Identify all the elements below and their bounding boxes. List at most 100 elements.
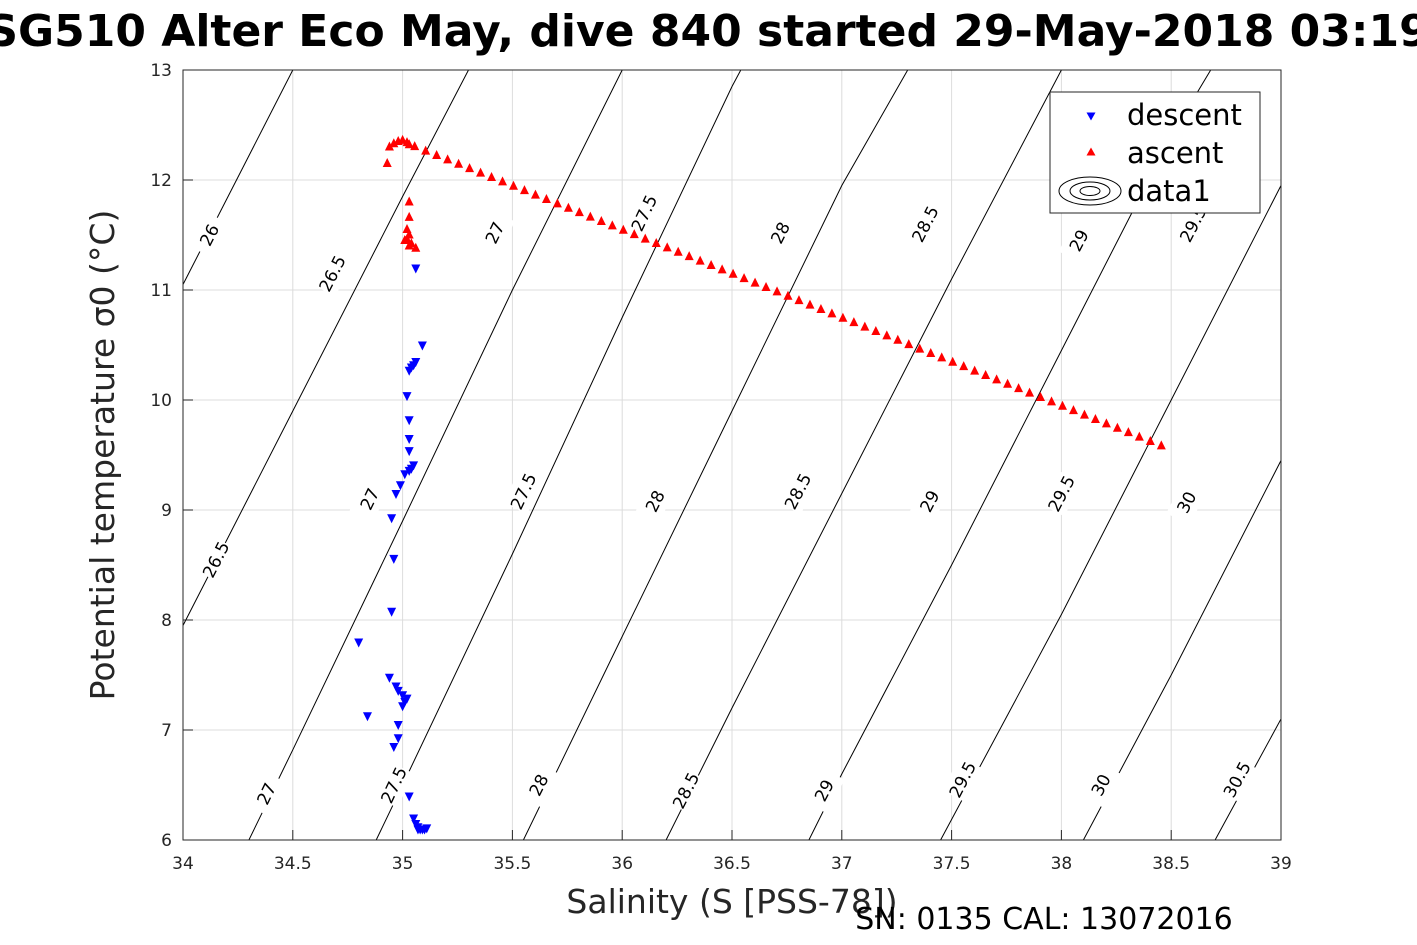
ascent-point [761, 281, 771, 291]
ascent-point [400, 235, 410, 244]
x-tick-label: 35 [392, 854, 414, 874]
ascent-point [1134, 431, 1144, 441]
ascent-point [1156, 440, 1166, 450]
descent-point [402, 392, 412, 402]
descent-point [384, 673, 394, 683]
legend-descent-label: descent [1127, 98, 1242, 132]
ascent-point [1123, 427, 1133, 437]
ascent-point [860, 321, 870, 331]
contour-label-gap [195, 536, 237, 583]
ascent-point [1101, 418, 1111, 428]
serial-calibration-footer: SN: 0135 CAL: 13072016 [855, 902, 1233, 937]
contour-label-gap [189, 212, 230, 258]
ascent-point [552, 198, 562, 208]
contour-label-gap [760, 209, 801, 256]
ascent-point [904, 339, 914, 349]
descent-point [354, 638, 364, 648]
y-tick-label: 11 [150, 281, 172, 301]
contour-line-28 [522, 70, 909, 840]
ascent-point [432, 149, 442, 159]
ascent-point [384, 141, 394, 151]
descent-point [393, 734, 403, 744]
ascent-point [530, 189, 540, 199]
ascent-point [443, 154, 453, 164]
x-axis-label: Salinity (S [PSS-78]) [566, 882, 897, 921]
chart-title: SG510 Alter Eco May, dive 840 started 29… [0, 6, 1417, 57]
x-axis-ticks: 34 34.5 35 35.5 36 36.5 37 37.5 38 38.5 39 [172, 830, 1292, 874]
ascent-point [1090, 413, 1100, 423]
ascent-point [915, 343, 925, 353]
ascent-point [992, 374, 1002, 384]
descent-point [422, 824, 432, 834]
descent-point [389, 743, 399, 752]
ascent-point [728, 268, 738, 278]
ascent-point [695, 255, 705, 265]
ascent-point [382, 158, 392, 167]
legend-contour-label: data1 [1127, 174, 1211, 208]
ascent-point [959, 361, 969, 371]
ascent-point [926, 347, 936, 357]
contour-line-29.5 [940, 185, 1281, 840]
ascent-point [827, 308, 837, 318]
descent-point [404, 447, 414, 457]
ascent-point [970, 365, 980, 375]
ascent-point [893, 334, 903, 344]
descent-point [404, 416, 414, 426]
y-tick-label: 13 [150, 61, 172, 81]
ascent-point [476, 167, 486, 177]
ascent-point [404, 196, 414, 206]
ascent-point [948, 356, 958, 366]
y-tick-label: 9 [161, 501, 172, 521]
descent-point [393, 721, 403, 730]
ascent-point [816, 303, 826, 313]
ascent-point [574, 207, 584, 217]
contour-label-gap [942, 756, 983, 803]
descent-point [409, 814, 419, 824]
ascent-point [794, 295, 804, 305]
contour-label-gap [905, 201, 946, 247]
contour-label-gap [665, 767, 707, 814]
ascent-point [410, 141, 420, 151]
descent-point [404, 792, 414, 802]
x-tick-label: 37.5 [933, 854, 971, 874]
ascent-point [640, 233, 650, 243]
y-tick-label: 12 [150, 171, 172, 191]
legend-contour-icon [1058, 176, 1122, 206]
legend-box [1049, 91, 1261, 214]
contour-label-gap [1058, 217, 1100, 264]
contour-label-gap [246, 771, 287, 817]
contour-label-gap [518, 762, 559, 808]
ascent-point [1025, 387, 1035, 397]
ascent-point [607, 220, 617, 230]
descent-series [354, 264, 432, 835]
contour-label-gap [1041, 470, 1082, 517]
ascent-point [981, 369, 991, 379]
y-tick-label: 6 [161, 831, 172, 851]
descent-point [387, 607, 397, 617]
ascent-point [1112, 422, 1122, 432]
ascent-point [662, 242, 672, 252]
contour-label-gap [503, 468, 544, 515]
contour-label-gap [624, 190, 665, 236]
ascent-point [519, 185, 529, 195]
legend-ascent-label: ascent [1127, 136, 1223, 170]
ascent-point [739, 273, 749, 283]
descent-point [413, 825, 423, 835]
contour-label-gap [373, 762, 414, 808]
x-tick-label: 37 [831, 854, 853, 874]
ascent-point [717, 264, 727, 274]
legend-descent-marker [1086, 112, 1096, 121]
ascent-point [871, 325, 881, 335]
descent-point [362, 712, 372, 722]
descent-point [389, 554, 399, 564]
ascent-point [1079, 409, 1089, 419]
y-tick-label: 8 [161, 611, 172, 631]
ascent-point [1003, 378, 1013, 388]
descent-point [398, 691, 408, 701]
x-tick-label: 34 [172, 854, 194, 874]
contour-label-gap [635, 478, 676, 525]
ascent-point [498, 176, 508, 186]
ascent-point [541, 193, 551, 203]
y-axis-ticks: 6 7 8 9 10 11 12 13 [150, 61, 193, 851]
